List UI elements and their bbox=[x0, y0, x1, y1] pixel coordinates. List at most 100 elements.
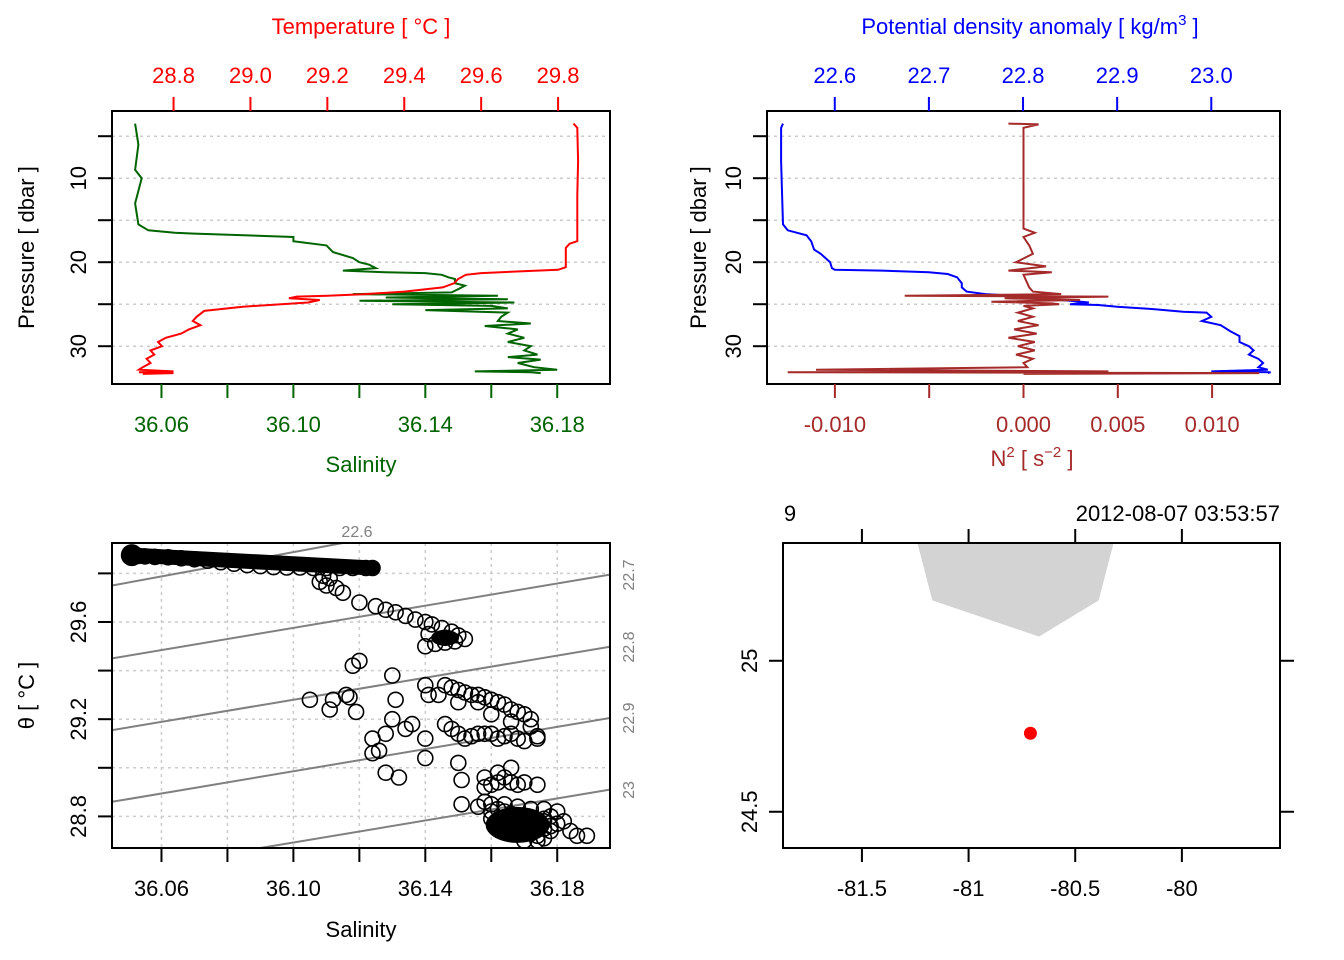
p1-temperature-tick-label: 29.6 bbox=[460, 63, 503, 88]
ts-point bbox=[347, 703, 365, 721]
ts-point bbox=[578, 827, 596, 845]
ts-point bbox=[522, 710, 540, 728]
isopycnal-22.9 bbox=[112, 716, 610, 803]
p2-top-label-sup: 3 bbox=[1178, 12, 1186, 29]
temperature-line bbox=[135, 122, 580, 375]
p1-temperature-tick-label: 29.2 bbox=[306, 63, 349, 88]
ts-point bbox=[390, 769, 408, 786]
p2-density-tick-label: 22.7 bbox=[907, 63, 950, 88]
ts-point bbox=[407, 611, 424, 628]
p4-longitude-tick-label: -81 bbox=[953, 876, 985, 901]
ts-point bbox=[416, 613, 434, 631]
p2-n2-tick-label: 0.005 bbox=[1090, 412, 1145, 437]
p1-temperature-tick-label: 29.4 bbox=[383, 63, 426, 88]
p2-density-tick-label: 22.8 bbox=[1002, 63, 1045, 88]
isopycnal-label: 22.9 bbox=[621, 702, 638, 733]
ts-point bbox=[509, 776, 527, 794]
station-marker bbox=[1023, 726, 1037, 740]
p4-axes: -81.5 -81 -80.5 -80 24.5 25 bbox=[737, 529, 1294, 901]
ts-point bbox=[416, 637, 434, 655]
p3-axes: 36.06 36.10 36.14 36.18 28.8 29.2 29.6 bbox=[66, 572, 585, 901]
isopycnal-22.8 bbox=[112, 645, 610, 732]
p3-theta-tick-label: 28.8 bbox=[66, 795, 91, 838]
ts-point bbox=[469, 693, 487, 711]
isopycnal-label: 22.8 bbox=[621, 631, 638, 662]
p2-series bbox=[780, 122, 1271, 375]
p4-latitude-tick-label: 25 bbox=[737, 649, 762, 673]
p2-grid bbox=[767, 135, 1280, 347]
ts-point bbox=[321, 701, 339, 718]
ts-point bbox=[334, 584, 352, 602]
isopycnal-label: 23 bbox=[621, 781, 638, 799]
p2-bottom-label-main: N bbox=[991, 446, 1007, 471]
isopycnal-label: 22.6 bbox=[341, 524, 372, 541]
p1-salinity-tick-label: 36.18 bbox=[530, 412, 585, 437]
ts-point bbox=[416, 749, 434, 767]
p3-salinity-tick-label: 36.06 bbox=[134, 876, 189, 901]
ts-point bbox=[351, 652, 368, 670]
p1-pressure-tick-label: 20 bbox=[66, 250, 91, 274]
ts-point bbox=[364, 730, 381, 747]
isopycnal-23 bbox=[260, 788, 610, 848]
ts-point bbox=[529, 776, 546, 794]
ts-point bbox=[367, 597, 385, 615]
p2-bottom-label-sup2: −2 bbox=[1044, 444, 1061, 461]
p2-top-label-tail: ] bbox=[1186, 14, 1198, 39]
p4-station bbox=[1023, 726, 1037, 740]
ts-point bbox=[502, 713, 520, 730]
p1-axes: 10 20 30 36.06 36.10 36.14 36.18 28.8 29.0 29.2 29… bbox=[66, 63, 585, 437]
p2-top-axis-label: Potential density anomaly [ kg/m3 ] bbox=[861, 12, 1198, 39]
p3-points bbox=[120, 544, 596, 848]
panel-ts-diagram: 36.06 36.10 36.14 36.18 28.8 29.2 29.6 θ [ °C … bbox=[14, 524, 638, 942]
panel-salinity-temperature-profile: 10 20 30 36.06 36.10 36.14 36.18 28.8 29.0 29.2 29… bbox=[14, 14, 611, 477]
ts-point bbox=[469, 725, 487, 743]
p2-density-tick-label: 22.9 bbox=[1096, 63, 1139, 88]
ts-point bbox=[383, 710, 401, 728]
p2-density-tick-label: 23.0 bbox=[1190, 63, 1233, 88]
p1-frame bbox=[111, 110, 611, 385]
ts-point bbox=[420, 686, 437, 704]
ts-point bbox=[496, 727, 513, 745]
ts-point bbox=[387, 603, 404, 621]
ts-point-cluster bbox=[485, 806, 550, 843]
p2-n2-tick-label: -0.010 bbox=[804, 412, 866, 437]
p4-longitude-tick-label: -81.5 bbox=[837, 876, 887, 901]
p2-density-tick-label: 22.6 bbox=[813, 63, 856, 88]
p1-temperature-tick-label: 28.8 bbox=[152, 63, 195, 88]
p1-temperature-tick-label: 29.8 bbox=[537, 63, 580, 88]
land-polygon bbox=[917, 543, 1114, 637]
ts-point bbox=[383, 667, 401, 684]
p1-salinity-tick-label: 36.14 bbox=[398, 412, 453, 437]
ts-point bbox=[423, 616, 441, 633]
p2-bottom-label-sup: 2 bbox=[1006, 444, 1014, 461]
ts-point bbox=[502, 759, 520, 777]
p2-pressure-tick-label: 30 bbox=[721, 334, 746, 358]
n2-line bbox=[787, 122, 1260, 375]
ts-point bbox=[449, 693, 467, 711]
salinity-line bbox=[134, 123, 558, 375]
ts-point bbox=[449, 754, 467, 772]
p2-top-label-main: Potential density anomaly [ kg/m bbox=[861, 14, 1178, 39]
ts-point bbox=[453, 795, 470, 813]
p4-latitude-tick-label: 24.5 bbox=[737, 790, 762, 833]
ts-point bbox=[318, 577, 335, 594]
p3-salinity-tick-label: 36.14 bbox=[398, 876, 453, 901]
p1-salinity-tick-label: 36.10 bbox=[266, 412, 321, 437]
ts-point bbox=[337, 686, 355, 704]
ts-point bbox=[568, 827, 586, 845]
p3-salinity-tick-label: 36.10 bbox=[266, 876, 321, 901]
p3-x-axis-label: Salinity bbox=[326, 917, 397, 942]
ts-point-cluster bbox=[431, 629, 460, 646]
ts-point bbox=[397, 607, 414, 625]
p3-y-axis-label: θ [ °C ] bbox=[14, 662, 39, 729]
p2-bottom-label-mid: [ s bbox=[1015, 446, 1044, 471]
p2-bottom-axis-label: N2 [ s−2 ] bbox=[991, 444, 1074, 471]
p1-bottom-axis-label: Salinity bbox=[326, 452, 397, 477]
p1-temperature-tick-label: 29.0 bbox=[229, 63, 272, 88]
panel-density-n2-profile: 10 20 30 22.6 22.7 22.8 22.9 23.0 -0.010 0.000 0.0… bbox=[686, 12, 1281, 471]
p1-pressure-tick-label: 10 bbox=[66, 166, 91, 190]
ts-point bbox=[482, 705, 500, 723]
ts-point bbox=[377, 601, 395, 619]
p1-y-axis-label: Pressure [ dbar ] bbox=[14, 166, 39, 329]
